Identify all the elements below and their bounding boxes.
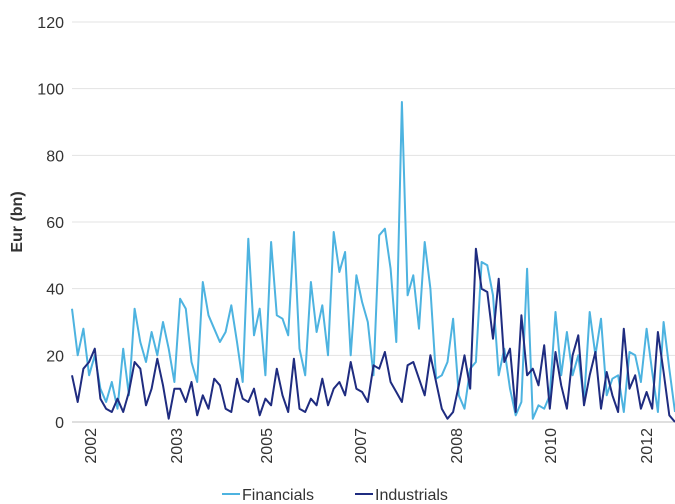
y-axis-title: Eur (bn)	[9, 191, 26, 252]
legend-label-financials: Financials	[242, 487, 314, 504]
y-tick-label: 40	[46, 282, 64, 299]
y-tick-label: 80	[46, 148, 64, 165]
series-lines	[71, 101, 675, 423]
gridlines	[72, 21, 675, 423]
y-tick-label: 60	[46, 215, 64, 232]
x-tick-label: 2008	[449, 428, 466, 464]
y-tick-label: 0	[55, 415, 64, 432]
legend: Financials Industrials	[222, 487, 448, 504]
x-tick-label: 2012	[639, 428, 656, 464]
x-tick-label: 2010	[543, 428, 560, 464]
x-tick-label: 2007	[353, 428, 370, 464]
series-line-financials	[71, 101, 675, 420]
legend-label-industrials: Industrials	[375, 487, 448, 504]
x-tick-label: 2005	[259, 428, 276, 464]
y-axis-tick-labels: 0 20 40 60 80 100 120	[37, 15, 64, 432]
x-axis-tick-labels: 2002 2003 2005 2007 2008 2010 2012	[83, 428, 656, 464]
series-line-industrials	[71, 247, 675, 423]
y-tick-label: 20	[46, 348, 64, 365]
y-tick-label: 120	[37, 15, 64, 32]
x-tick-label: 2002	[83, 428, 100, 464]
x-tick-label: 2003	[169, 428, 186, 464]
y-tick-label: 100	[37, 82, 64, 99]
